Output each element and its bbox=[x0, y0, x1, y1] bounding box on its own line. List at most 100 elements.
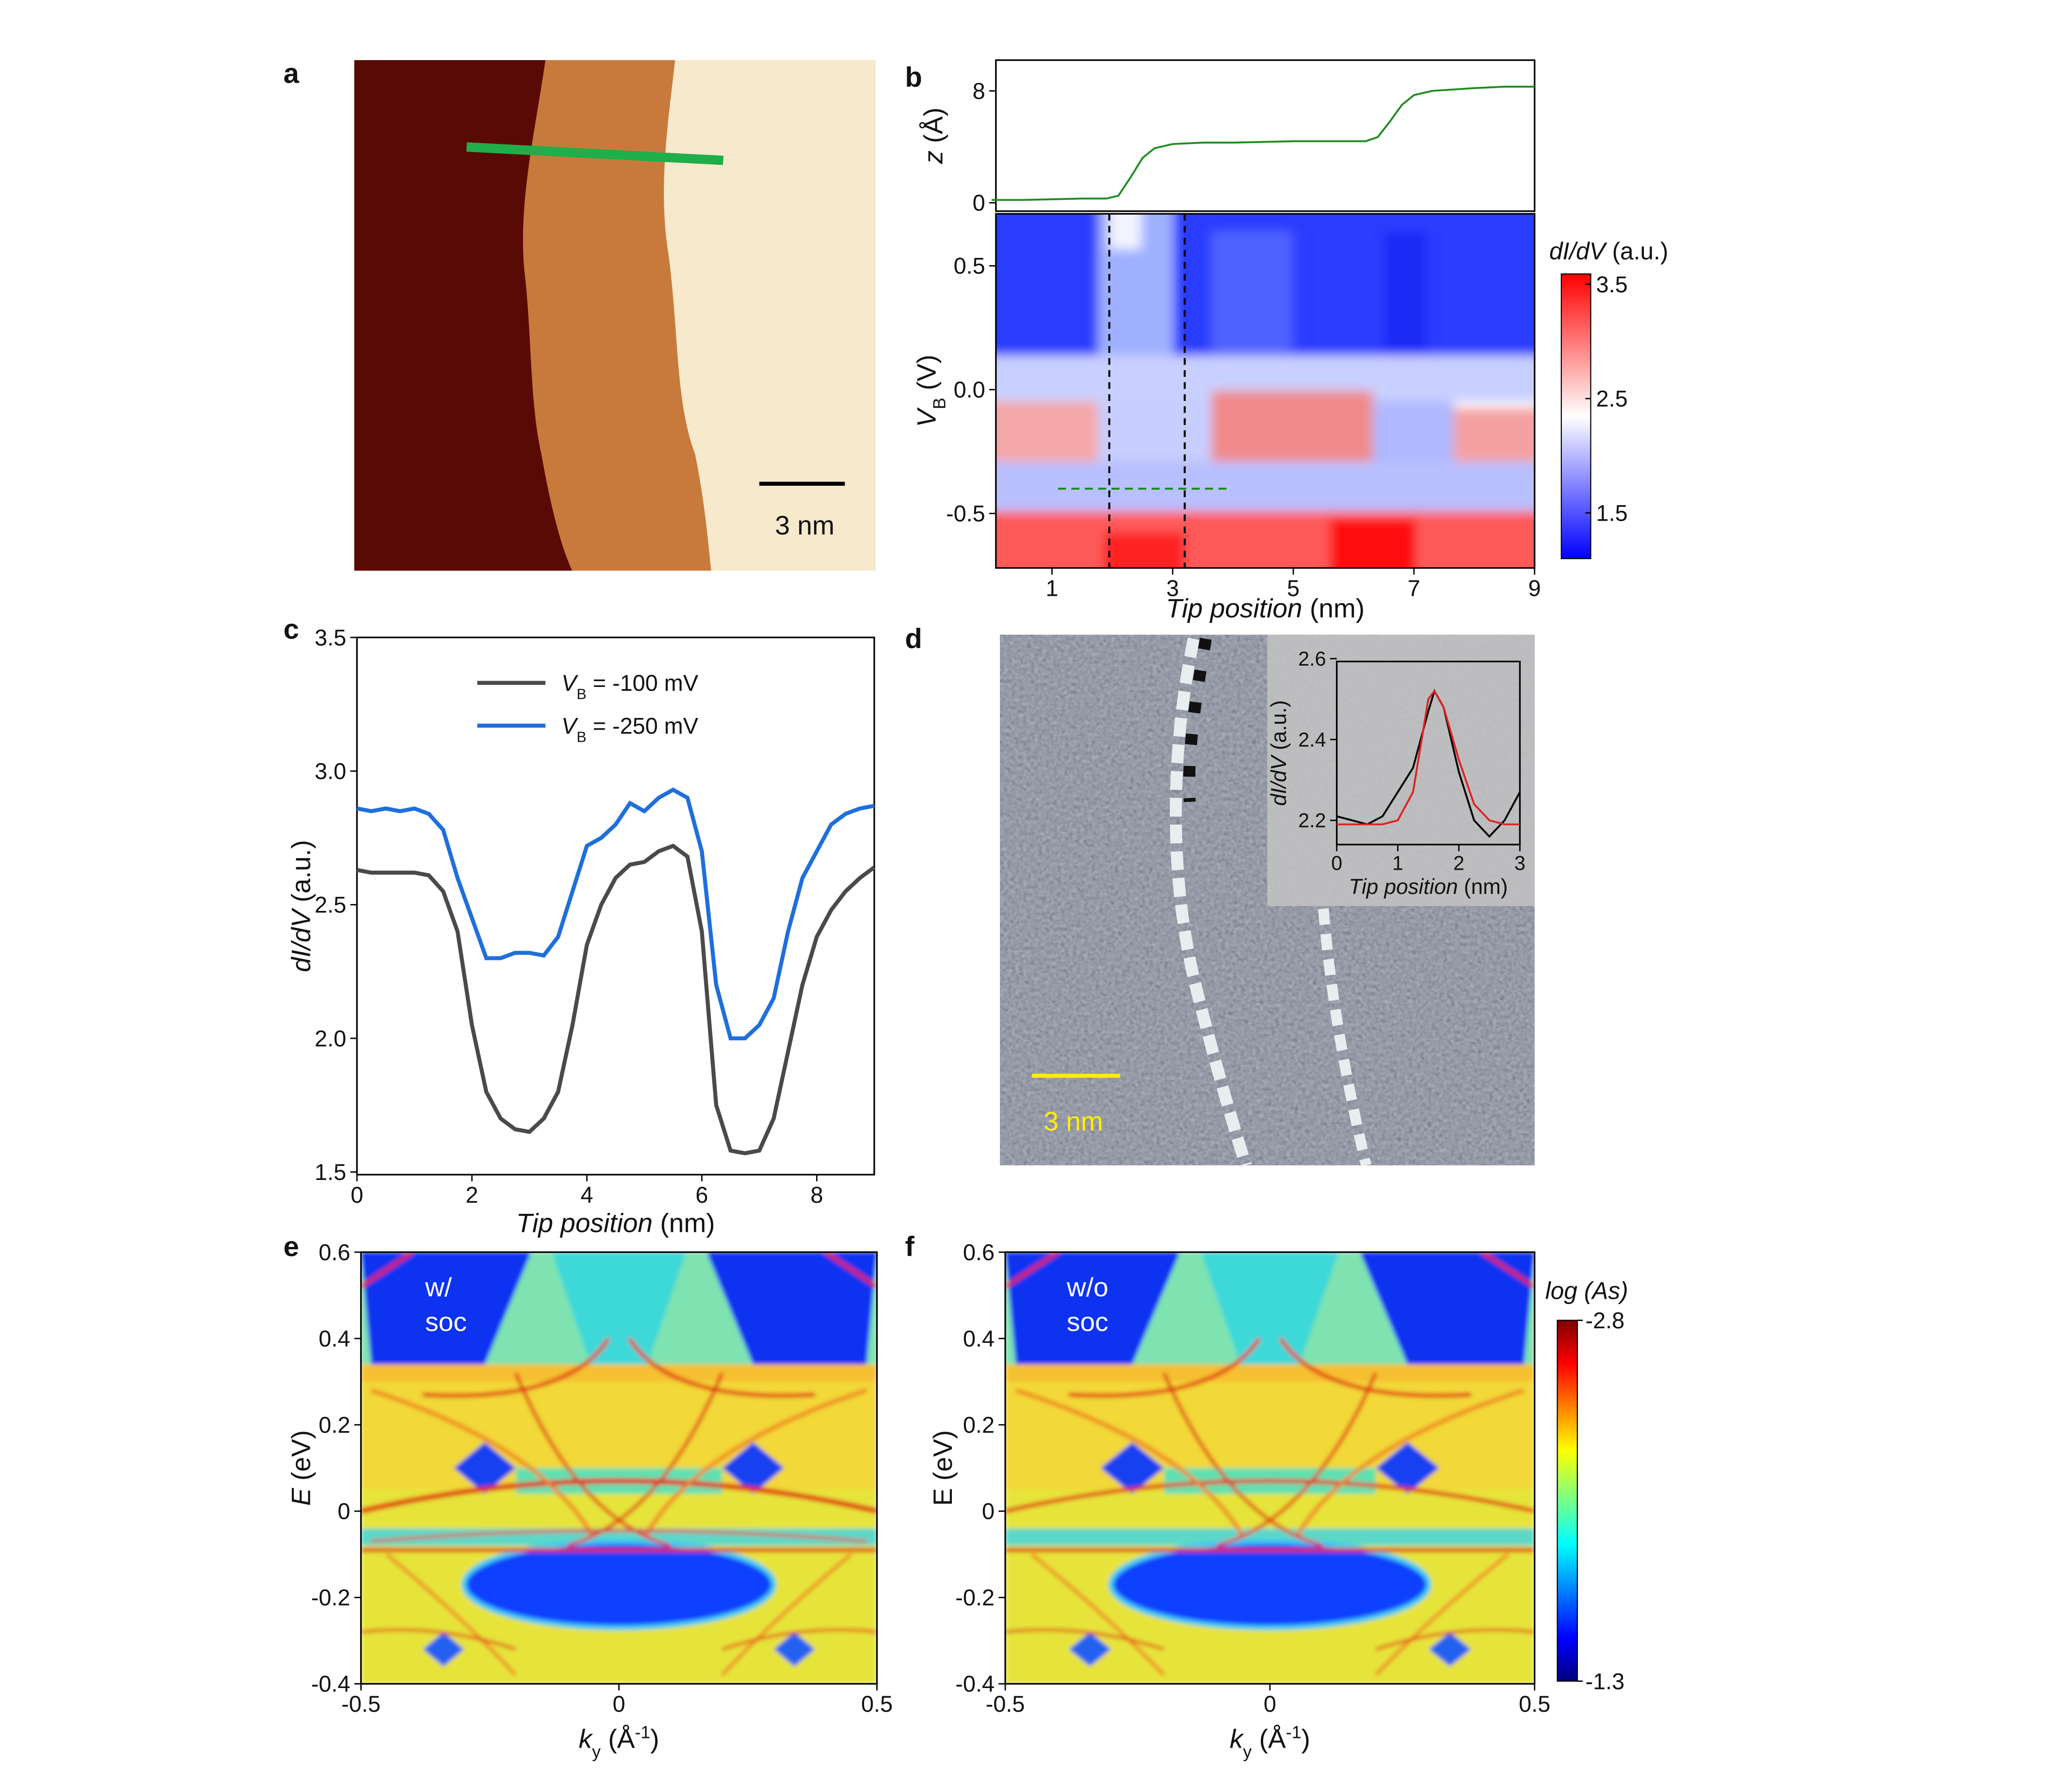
y-tick-label: 2.2 bbox=[1298, 810, 1326, 832]
x-tick-label: 0.5 bbox=[861, 1691, 893, 1717]
tag-label: soc bbox=[425, 1307, 467, 1337]
y-axis-title: E (eV) bbox=[928, 1430, 958, 1506]
colorbar-title: dI/dV (a.u.) bbox=[1549, 238, 1668, 265]
band-line bbox=[1005, 1479, 1535, 1513]
label-part: k bbox=[1230, 1724, 1244, 1754]
label-part: ) bbox=[650, 1724, 659, 1754]
band-region bbox=[1100, 1442, 1164, 1494]
label-part: V bbox=[562, 713, 578, 738]
label-part: Tip position bbox=[1349, 875, 1458, 899]
panel-label: d bbox=[905, 623, 922, 654]
label-part: (eV) bbox=[286, 1430, 316, 1488]
x-tick-label: 0 bbox=[612, 1691, 625, 1717]
label-part: -1 bbox=[1286, 1723, 1301, 1742]
x-tick-label: 5 bbox=[1287, 575, 1300, 601]
x-tick-label: 3 bbox=[1166, 575, 1179, 601]
label-part: B bbox=[930, 398, 949, 409]
x-tick-label: 9 bbox=[1528, 575, 1541, 601]
x-tick-label: 4 bbox=[580, 1182, 593, 1208]
tag-label: w/ bbox=[425, 1272, 452, 1302]
band-region bbox=[423, 1632, 465, 1667]
scale-bar-label: 3 nm bbox=[1044, 1106, 1103, 1136]
y-tick-label: 2.4 bbox=[1298, 729, 1326, 751]
band-region bbox=[707, 1252, 877, 1365]
band-line bbox=[422, 1337, 816, 1398]
stm-topography: 3 nm bbox=[354, 60, 876, 571]
x-tick-label: 8 bbox=[810, 1182, 823, 1208]
y-axis-title: dI/dV (a.u.) bbox=[1267, 700, 1291, 806]
label-part: = -100 mV bbox=[586, 670, 698, 696]
legend-label: VB = -100 mV bbox=[562, 670, 699, 702]
bright-edge bbox=[1318, 908, 1372, 1167]
band-line bbox=[1162, 1372, 1378, 1547]
heatmap-b-fill bbox=[996, 214, 1535, 568]
label-part: (a.u.) bbox=[1267, 700, 1291, 756]
label-part: E bbox=[286, 1487, 316, 1506]
band-line bbox=[371, 1529, 867, 1543]
y-tick-label: 2.5 bbox=[315, 892, 346, 918]
heatmap-cell bbox=[996, 401, 1098, 462]
label-part: B bbox=[577, 729, 586, 745]
band-region bbox=[1005, 1252, 1180, 1365]
band-map bbox=[1005, 1252, 1535, 1684]
band-map bbox=[361, 1252, 877, 1684]
colorbar bbox=[1557, 1320, 1578, 1682]
heatmap-cell bbox=[1211, 391, 1373, 462]
label-part: dI/dV bbox=[1549, 238, 1607, 265]
band-region bbox=[361, 1364, 877, 1382]
colorbar-tick-label: 2.5 bbox=[1596, 386, 1628, 412]
label-part: (Å) bbox=[918, 108, 948, 151]
y-tick-label: 0.2 bbox=[963, 1413, 995, 1438]
band-line bbox=[1005, 1628, 1535, 1651]
axes-frame bbox=[995, 213, 1536, 569]
colorbar-tick-label: -2.8 bbox=[1585, 1308, 1624, 1333]
x-axis-title: ky (Å-1) bbox=[578, 1723, 659, 1762]
x-axis-title: Tip position (nm) bbox=[1166, 593, 1365, 623]
legend-label: VB = -250 mV bbox=[562, 713, 699, 745]
panel-label: e bbox=[284, 1231, 299, 1262]
y-tick-label: 0 bbox=[337, 1499, 350, 1524]
x-tick-label: 2 bbox=[466, 1182, 478, 1208]
y-axis-title: dI/dV (a.u.) bbox=[286, 840, 316, 972]
y-tick-label: 0.6 bbox=[319, 1240, 350, 1265]
panel-label: f bbox=[905, 1231, 915, 1262]
band-region bbox=[1201, 1252, 1339, 1373]
x-tick-label: 0.5 bbox=[1519, 1691, 1550, 1717]
heatmap-cell bbox=[996, 511, 1535, 568]
label-part: V bbox=[562, 670, 578, 696]
label-part: log (As) bbox=[1545, 1277, 1628, 1304]
heatmap-cell bbox=[1373, 401, 1454, 462]
label-part: (V) bbox=[912, 355, 942, 398]
label-part: dI/dV bbox=[1267, 754, 1291, 806]
label-part: (nm) bbox=[653, 1208, 715, 1238]
y-tick-label: 0.4 bbox=[963, 1326, 995, 1351]
label-part: (nm) bbox=[1458, 875, 1508, 899]
band-line bbox=[361, 1478, 877, 1514]
y-tick-label: -0.4 bbox=[311, 1672, 351, 1697]
data-line bbox=[992, 85, 1535, 201]
y-tick-label: 3.5 bbox=[315, 625, 346, 650]
label-part: (Å bbox=[601, 1724, 635, 1754]
x-axis-title: Tip position (nm) bbox=[516, 1208, 715, 1238]
x-tick-label: 0 bbox=[1331, 852, 1342, 875]
x-tick-label: 0 bbox=[351, 1182, 363, 1208]
y-tick-label: -0.2 bbox=[955, 1585, 995, 1610]
colorbar-tick-label: 1.5 bbox=[1596, 500, 1628, 526]
y-tick-label: 1.5 bbox=[315, 1160, 346, 1185]
band-region bbox=[1108, 1538, 1431, 1631]
y-tick-label: 8 bbox=[973, 79, 985, 104]
heatmap-b bbox=[996, 214, 1535, 568]
y-axis-title: E (eV) bbox=[286, 1430, 316, 1506]
scale-bar-label: 3 nm bbox=[775, 510, 835, 541]
axes-frame bbox=[1336, 660, 1521, 845]
data-line bbox=[356, 787, 875, 1041]
inset-background bbox=[1267, 635, 1535, 906]
band-map-fill bbox=[361, 1252, 877, 1684]
band-line bbox=[361, 1628, 877, 1651]
label-part: (a.u.) bbox=[1606, 238, 1669, 265]
label-part: Tip position bbox=[516, 1208, 653, 1238]
tag-label: soc bbox=[1067, 1307, 1108, 1337]
band-region bbox=[722, 1442, 784, 1494]
y-tick-label: 2.6 bbox=[1298, 648, 1326, 670]
